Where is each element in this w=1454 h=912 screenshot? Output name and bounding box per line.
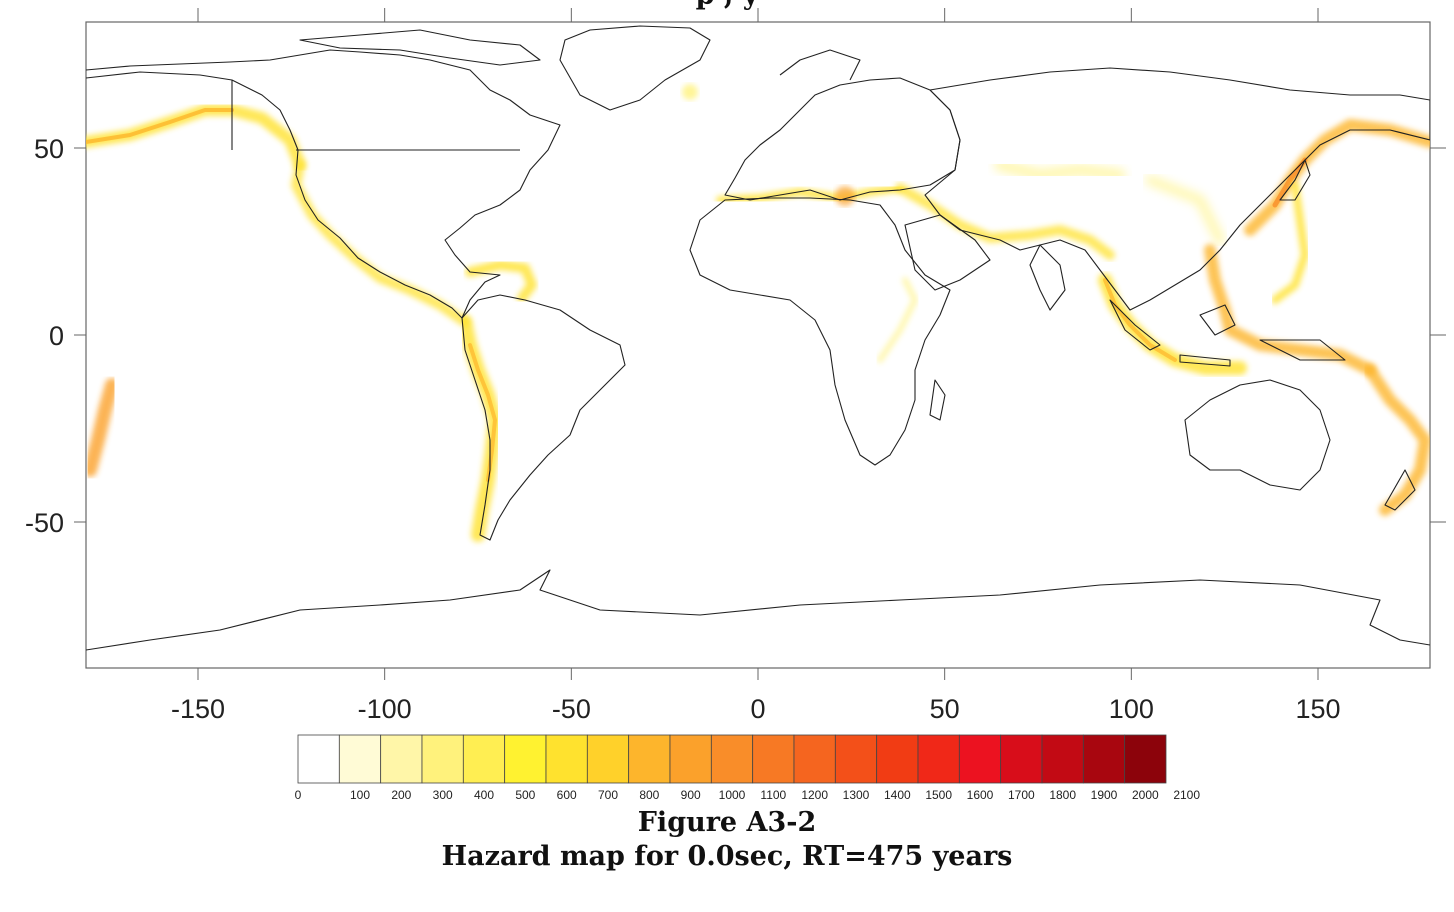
y-tick-label: 50 (34, 134, 64, 164)
legend-value-label: 1100 (760, 788, 786, 802)
legend-swatch (338, 734, 382, 784)
hazard-belt-philippines (1204, 244, 1376, 376)
legend-swatch (297, 734, 340, 784)
legend-value-label: 1000 (719, 788, 746, 802)
land-australia (1184, 379, 1331, 491)
legend-value-label: 1900 (1091, 788, 1118, 802)
legend-value-label: 1200 (801, 788, 828, 802)
legend-swatch (958, 734, 1002, 784)
land-south-america (461, 294, 626, 541)
legend-value-label: 2000 (1132, 788, 1159, 802)
legend-swatch (628, 734, 671, 784)
legend-value-label: 500 (515, 788, 535, 802)
legend-swatch (669, 734, 712, 784)
legend-swatch (1000, 734, 1043, 784)
legend-swatch (1124, 734, 1167, 784)
land-africa (689, 197, 951, 466)
legend-value-label: 600 (557, 788, 577, 802)
x-tick-label: -150 (171, 694, 225, 724)
legend-swatch (793, 734, 836, 784)
legend-swatch (1082, 734, 1126, 784)
legend-swatch (421, 734, 464, 784)
legend-value-label: 700 (598, 788, 618, 802)
legend-value-label: 100 (350, 788, 370, 802)
coastlines (86, 25, 1430, 651)
legend-value-label: 1800 (1049, 788, 1076, 802)
land-antarctica (86, 569, 1430, 651)
legend-value-label: 1700 (1008, 788, 1035, 802)
map-content (86, 25, 1430, 651)
y-tick-label: -50 (25, 508, 64, 538)
hazard-belt-tonga-nz (1364, 364, 1430, 516)
legend-swatch (1041, 734, 1084, 784)
legend-swatch (504, 734, 547, 784)
hazard-belt-mariana (1271, 181, 1309, 304)
land-asia (924, 67, 1430, 311)
legend-value-label: 2100 (1173, 788, 1200, 802)
x-tick-label: 100 (1109, 694, 1154, 724)
x-tick-label: -50 (552, 694, 591, 724)
legend-swatch (380, 734, 423, 784)
legend-swatch (462, 734, 506, 784)
x-tick-label: 0 (750, 694, 765, 724)
x-tick-label: 150 (1295, 694, 1340, 724)
caption-line-1: Figure A3-2 (637, 807, 817, 838)
legend-swatch (586, 734, 630, 784)
y-axis-labels: 50 0 -50 (25, 134, 64, 538)
figure-top-title-fragment: p , y (0, 0, 1454, 11)
legend-value-label: 0 (295, 788, 302, 802)
x-tick-label: 50 (930, 694, 960, 724)
legend-value-label: 1300 (843, 788, 870, 802)
legend-swatch (710, 734, 754, 784)
legend-value-label: 1400 (884, 788, 911, 802)
legend-swatch (545, 734, 588, 784)
legend-value-label: 800 (639, 788, 659, 802)
legend-swatch (834, 734, 878, 784)
legend-value-label: 200 (391, 788, 411, 802)
y-tick-label: 0 (49, 321, 64, 351)
hazard-belt-caribbean (465, 260, 537, 303)
figure-caption: Figure A3-2 Hazard map for 0.0sec, RT=47… (0, 806, 1454, 874)
hazard-belt-cascadia-mexico (291, 160, 470, 327)
x-axis-labels: -150 -100 -50 0 50 100 150 (171, 694, 1341, 724)
land-north-america (86, 49, 561, 319)
legend-value-label: 900 (681, 788, 701, 802)
land-greenland (559, 25, 711, 111)
map-frame (85, 21, 1431, 669)
legend-value-label: 1500 (925, 788, 952, 802)
hazard-color-legend: 0 100 200 300 400 500 600 700 800 900 1000 1100 1200… (295, 734, 1200, 802)
x-tick-label: -100 (358, 694, 412, 724)
legend-swatch (917, 734, 960, 784)
legend-value-label: 1600 (967, 788, 994, 802)
legend-value-label: 300 (433, 788, 453, 802)
caption-line-2: Hazard map for 0.0sec, RT=475 years (441, 841, 1013, 872)
legend-swatch (752, 734, 795, 784)
legend-value-label: 400 (474, 788, 494, 802)
hazard-belt-tonga-left (86, 378, 119, 477)
axis-ticks (74, 8, 1446, 680)
legend-swatch (876, 734, 919, 784)
